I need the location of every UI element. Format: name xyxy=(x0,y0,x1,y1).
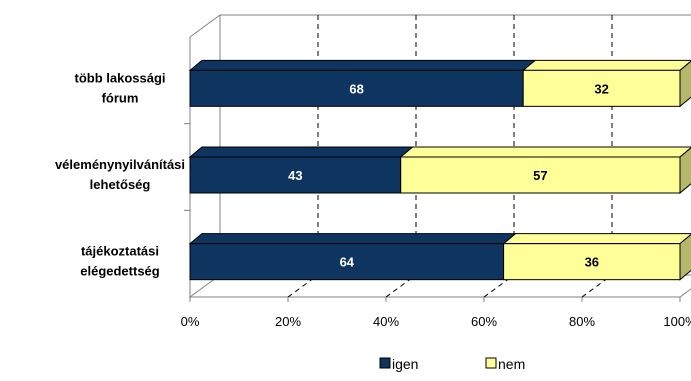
bar-segment xyxy=(503,243,681,281)
bar-top xyxy=(521,59,691,71)
category-label: fórum xyxy=(102,90,139,105)
bar-segment xyxy=(189,69,524,107)
bar-top xyxy=(188,233,517,245)
data-label: 68 xyxy=(349,81,363,96)
bar-top xyxy=(188,146,415,158)
category-label: elégedettség xyxy=(80,264,160,279)
x-tick-label: 20% xyxy=(275,314,301,329)
bars: 68 32 43 57 64 36 xyxy=(188,59,691,281)
x-tick-label: 0% xyxy=(181,314,200,329)
bar-segment xyxy=(522,69,681,107)
x-tick-label: 80% xyxy=(569,314,595,329)
data-label: 57 xyxy=(533,168,547,183)
side-wall-top xyxy=(189,14,221,38)
bar-end xyxy=(679,233,691,281)
category-label: véleménynyilvánítási xyxy=(55,157,185,172)
category-label: több lakossági xyxy=(74,70,165,85)
data-label: 43 xyxy=(288,168,302,183)
legend-label: igen xyxy=(392,356,418,372)
bar-top xyxy=(399,146,691,158)
x-tick-labels: 0% 20% 40% 60% 80% 100% xyxy=(181,297,691,329)
data-label: 36 xyxy=(585,255,599,270)
x-tick-label: 60% xyxy=(471,314,497,329)
category-label: tájékoztatási xyxy=(81,244,159,259)
legend: igen nem xyxy=(379,356,525,372)
bar-end xyxy=(679,147,691,195)
bar-segment xyxy=(400,156,681,194)
bar-top xyxy=(502,233,691,245)
bar-end xyxy=(679,60,691,108)
category-labels: több lakossági fórum véleménynyilvánítási l… xyxy=(55,70,185,278)
x-tick-label: 40% xyxy=(373,314,399,329)
data-label: 64 xyxy=(340,255,355,270)
plot-floor xyxy=(188,274,691,298)
legend-swatch xyxy=(379,357,391,369)
bar-top xyxy=(188,59,537,71)
bar-segment xyxy=(189,243,505,281)
data-label: 32 xyxy=(594,81,608,96)
legend-swatch xyxy=(485,357,497,369)
legend-label: nem xyxy=(498,356,525,372)
x-tick-label: 100% xyxy=(663,314,691,329)
bar-segment xyxy=(189,156,402,194)
category-label: lehetőség xyxy=(90,177,151,192)
